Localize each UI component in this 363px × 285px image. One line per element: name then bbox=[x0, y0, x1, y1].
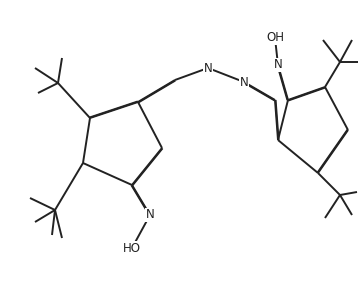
Text: HO: HO bbox=[123, 241, 141, 255]
Text: N: N bbox=[274, 58, 282, 72]
Text: OH: OH bbox=[266, 32, 284, 44]
Text: N: N bbox=[146, 209, 154, 221]
Text: N: N bbox=[240, 76, 248, 89]
Text: N: N bbox=[204, 62, 212, 74]
